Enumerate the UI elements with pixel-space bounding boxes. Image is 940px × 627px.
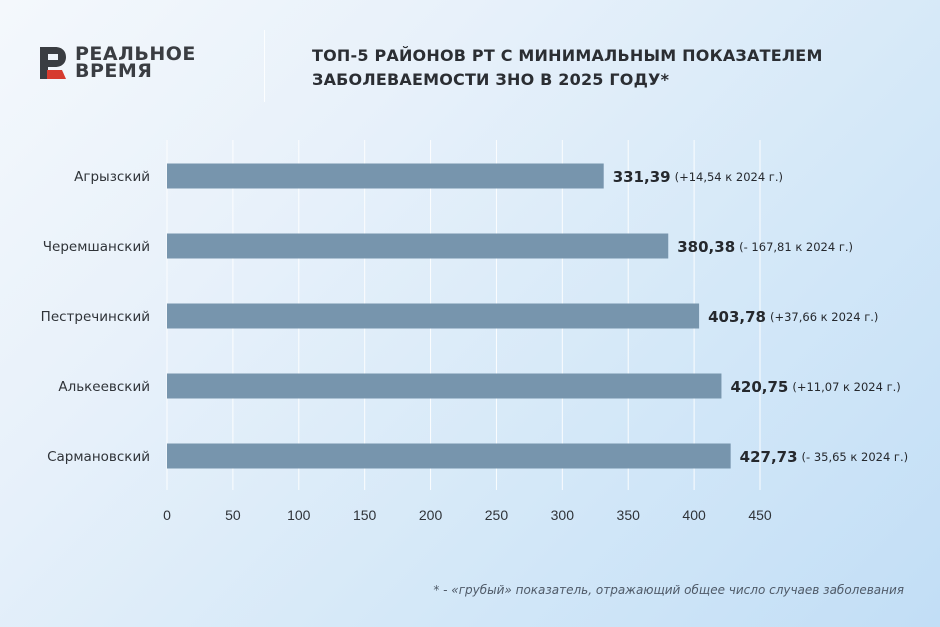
brand-logo-icon [40, 47, 66, 79]
header-divider [264, 30, 265, 102]
bar [167, 373, 722, 399]
category-label: Сармановский [47, 449, 150, 465]
x-tick-label: 50 [225, 507, 241, 523]
value-label: 427,73 [740, 448, 798, 466]
bar [167, 303, 700, 329]
category-label: Агрызский [74, 169, 150, 185]
footnote: * - «грубый» показатель, отражающий обще… [433, 583, 904, 597]
change-label: (- 35,65 к 2024 г.) [802, 450, 909, 464]
x-tick-label: 300 [551, 507, 575, 523]
category-label: Алькеевский [58, 379, 150, 395]
x-tick-label: 450 [748, 507, 772, 523]
brand-name-line1: РЕАЛЬНОЕ [75, 43, 196, 65]
chart-title-line2: ЗАБОЛЕВАЕМОСТИ ЗНО В 2025 ГОДУ* [312, 70, 670, 89]
brand-name-line2: ВРЕМЯ [75, 60, 153, 82]
change-label: (+37,66 к 2024 г.) [770, 310, 878, 324]
x-tick-label: 200 [419, 507, 443, 523]
bar [167, 233, 669, 259]
bar [167, 163, 604, 189]
x-tick-label: 0 [163, 507, 171, 523]
x-tick-label: 100 [287, 507, 311, 523]
value-label: 331,39 [613, 168, 671, 186]
x-tick-label: 150 [353, 507, 377, 523]
brand-logo: РЕАЛЬНОЕ ВРЕМЯ [38, 43, 196, 82]
change-label: (+11,07 к 2024 г.) [792, 380, 900, 394]
value-label: 380,38 [677, 238, 735, 256]
x-tick-label: 250 [485, 507, 509, 523]
chart-title-line1: ТОП-5 РАЙОНОВ РТ С МИНИМАЛЬНЫМ ПОКАЗАТЕЛ… [312, 46, 823, 65]
change-label: (- 167,81 к 2024 г.) [739, 240, 853, 254]
chart-title: ТОП-5 РАЙОНОВ РТ С МИНИМАЛЬНЫМ ПОКАЗАТЕЛ… [312, 44, 823, 92]
bar [167, 443, 731, 469]
x-tick-label: 400 [682, 507, 706, 523]
category-label: Пестречинский [41, 309, 150, 325]
value-label: 420,75 [730, 378, 788, 396]
category-label: Черемшанский [43, 239, 150, 255]
change-label: (+14,54 к 2024 г.) [675, 170, 783, 184]
value-label: 403,78 [708, 308, 766, 326]
x-tick-label: 350 [617, 507, 641, 523]
